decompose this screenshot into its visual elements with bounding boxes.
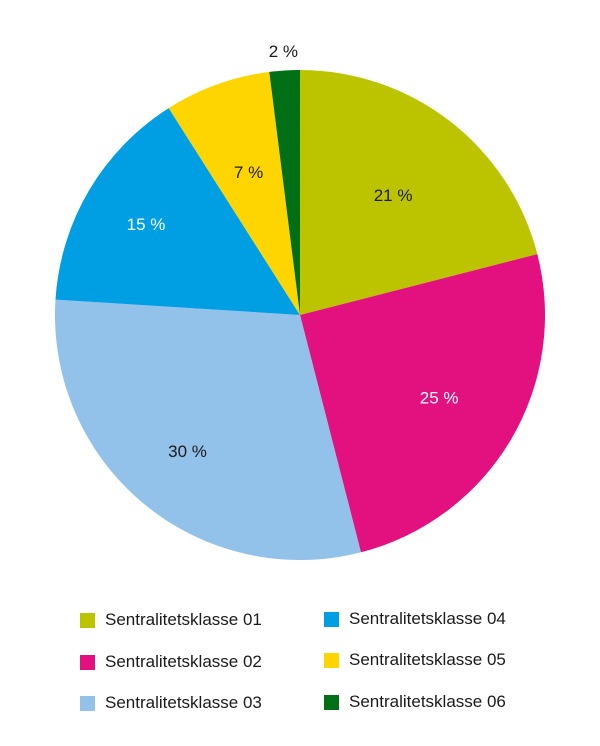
slice-label-6: 2 %	[269, 42, 298, 61]
legend-swatch-02	[80, 654, 95, 670]
legend-label-04: Sentralitetsklasse 04	[349, 609, 506, 628]
legend-swatch-05	[324, 652, 339, 668]
legend: Sentralitetsklasse 01 Sentralitetsklasse…	[80, 600, 540, 730]
pie-slice-4	[55, 108, 300, 316]
pie-slice-6	[269, 70, 300, 315]
legend-item-05: Sentralitetsklasse 05	[324, 648, 506, 672]
legend-item-04: Sentralitetsklasse 04	[324, 607, 506, 631]
legend-item-02: Sentralitetsklasse 02	[80, 650, 262, 674]
legend-label-01: Sentralitetsklasse 01	[105, 610, 262, 629]
legend-label-02: Sentralitetsklasse 02	[105, 652, 262, 671]
slice-label-5: 7 %	[234, 163, 263, 182]
legend-swatch-01	[80, 612, 95, 628]
legend-swatch-06	[324, 694, 339, 710]
legend-item-03: Sentralitetsklasse 03	[80, 691, 262, 715]
legend-item-01: Sentralitetsklasse 01	[80, 608, 262, 632]
slice-label-1: 21 %	[374, 186, 413, 205]
legend-label-05: Sentralitetsklasse 05	[349, 650, 506, 669]
legend-swatch-04	[324, 611, 339, 627]
pie-slice-1	[300, 70, 538, 315]
legend-label-06: Sentralitetsklasse 06	[349, 692, 506, 711]
slice-label-4: 15 %	[127, 215, 166, 234]
legend-item-06: Sentralitetsklasse 06	[324, 690, 506, 714]
pie-slice-2	[300, 254, 545, 553]
slice-label-3: 30 %	[168, 442, 207, 461]
pie-slice-3	[55, 299, 361, 560]
legend-swatch-03	[80, 695, 95, 711]
pie-chart: 21 % 25 % 30 % 15 % 7 % 2 %	[55, 42, 545, 560]
legend-label-03: Sentralitetsklasse 03	[105, 693, 262, 712]
slice-label-2: 25 %	[420, 388, 459, 407]
pie-slice-5	[168, 71, 300, 315]
